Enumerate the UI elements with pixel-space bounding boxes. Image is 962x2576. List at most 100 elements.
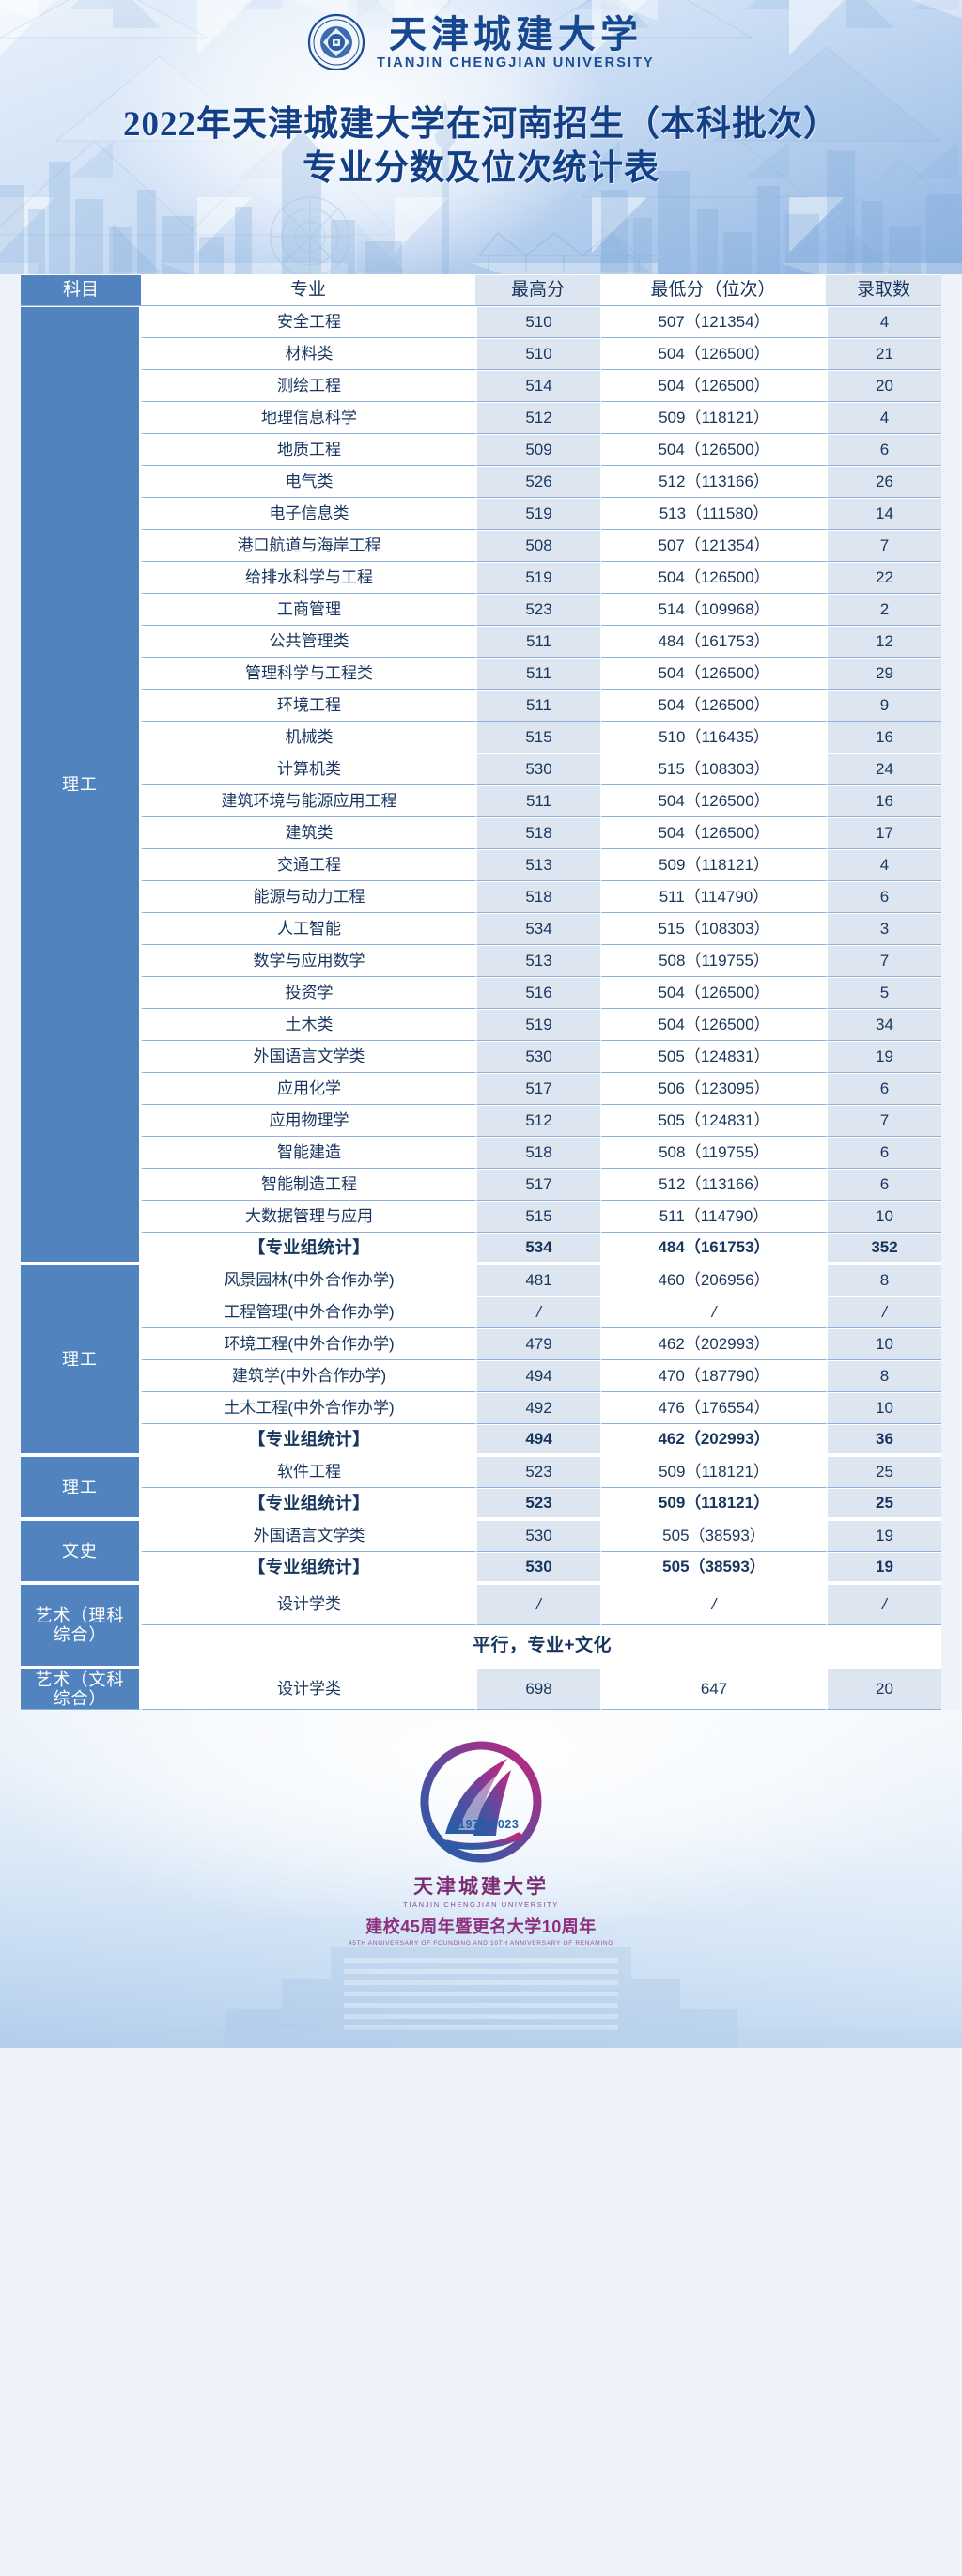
group-summary-row: 【专业组统计】 530 505（38593） 19 — [21, 1552, 941, 1584]
major-name: 人工智能 — [141, 913, 475, 945]
highest-score: 511 — [475, 626, 600, 658]
table-body: 理工 安全工程 510 507（121354） 4 材料类 510 504（126500） 21… — [21, 306, 941, 1710]
group-summary-row: 【专业组统计】 534 484（161753） 352 — [21, 1233, 941, 1265]
highest-score: 523 — [475, 594, 600, 626]
table-row: 环境工程(中外合作办学) 479 462（202993） 10 — [21, 1328, 941, 1360]
summary-admitted-count: 25 — [826, 1488, 941, 1520]
table-row: 艺术（文科 综合） 设计学类 698 647 20 — [21, 1668, 941, 1710]
highest-score: 530 — [475, 753, 600, 785]
highest-score: 511 — [475, 785, 600, 817]
table-row: 给排水科学与工程 519 504（126500） 22 — [21, 562, 941, 594]
admitted-count: 16 — [826, 722, 941, 753]
admission-score-table: 科目 专业 最高分 最低分（位次） 录取数 理工 安全工程 510 507（12135… — [21, 274, 941, 1710]
table-row: 材料类 510 504（126500） 21 — [21, 338, 941, 370]
highest-score: 517 — [475, 1169, 600, 1201]
major-name: 材料类 — [141, 338, 475, 370]
summary-label: 【专业组统计】 — [141, 1233, 475, 1265]
subject-cell: 理工 — [21, 1265, 141, 1456]
major-name: 风景园林(中外合作办学) — [141, 1265, 475, 1296]
major-name: 环境工程(中外合作办学) — [141, 1328, 475, 1360]
admitted-count: 21 — [826, 338, 941, 370]
summary-highest-score: 494 — [475, 1424, 600, 1456]
highest-score: 526 — [475, 466, 600, 498]
summary-lowest-score-rank: 505（38593） — [600, 1552, 826, 1584]
summary-label: 【专业组统计】 — [141, 1424, 475, 1456]
table-row: 智能建造 518 508（119755） 6 — [21, 1137, 941, 1169]
lowest-score-rank: 484（161753） — [600, 626, 826, 658]
highest-score: 481 — [475, 1265, 600, 1296]
major-name: 港口航道与海岸工程 — [141, 530, 475, 562]
highest-score: 511 — [475, 658, 600, 690]
subject-label-line2: 综合） — [53, 1689, 107, 1708]
table-row: 港口航道与海岸工程 508 507（121354） 7 — [21, 530, 941, 562]
major-name: 计算机类 — [141, 753, 475, 785]
major-name: 电子信息类 — [141, 498, 475, 530]
lowest-score-rank: 504（126500） — [600, 562, 826, 594]
admitted-count: 6 — [826, 434, 941, 466]
subject-label-line1: 艺术（文科 — [35, 1669, 125, 1689]
major-name: 交通工程 — [141, 849, 475, 881]
lowest-score-rank: 504（126500） — [600, 434, 826, 466]
summary-lowest-score-rank: 509（118121） — [600, 1488, 826, 1520]
campus-building-image — [0, 1888, 962, 2048]
table-row: 土木类 519 504（126500） 34 — [21, 1009, 941, 1041]
lowest-score-rank: 504（126500） — [600, 785, 826, 817]
table-head: 科目 专业 最高分 最低分（位次） 录取数 — [21, 274, 941, 306]
footer-slogan-cn: 建校45周年暨更名大学10周年 — [365, 1917, 597, 1936]
admitted-count: 7 — [826, 530, 941, 562]
highest-score: 523 — [475, 1456, 600, 1488]
highest-score: 519 — [475, 1009, 600, 1041]
admitted-count: / — [826, 1584, 941, 1625]
highest-score: 517 — [475, 1073, 600, 1105]
lowest-score-rank: 515（108303） — [600, 913, 826, 945]
table-row: 测绘工程 514 504（126500） 20 — [21, 370, 941, 402]
major-name: 环境工程 — [141, 690, 475, 722]
major-name: 外国语言文学类 — [141, 1041, 475, 1073]
lowest-score-rank: 505（124831） — [600, 1105, 826, 1137]
university-name-en: TIANJIN CHENGJIAN UNIVERSITY — [377, 55, 655, 71]
summary-label: 【专业组统计】 — [141, 1552, 475, 1584]
admitted-count: 22 — [826, 562, 941, 594]
admitted-count: 4 — [826, 849, 941, 881]
major-name: 地质工程 — [141, 434, 475, 466]
table-row: 投资学 516 504（126500） 5 — [21, 977, 941, 1009]
admitted-count: 2 — [826, 594, 941, 626]
table-row: 地质工程 509 504（126500） 6 — [21, 434, 941, 466]
major-name: 土木工程(中外合作办学) — [141, 1392, 475, 1424]
lowest-score-rank: 515（108303） — [600, 753, 826, 785]
admitted-count: 10 — [826, 1201, 941, 1233]
table-row: 计算机类 530 515（108303） 24 — [21, 753, 941, 785]
highest-score: 512 — [475, 402, 600, 434]
major-name: 安全工程 — [141, 306, 475, 338]
major-name: 机械类 — [141, 722, 475, 753]
table-row: 环境工程 511 504（126500） 9 — [21, 690, 941, 722]
admitted-count: 6 — [826, 1137, 941, 1169]
subject-cell: 文史 — [21, 1520, 141, 1584]
banner: 天津城建大学 TIANJIN CHENGJIAN UNIVERSITY 2022… — [0, 0, 962, 274]
major-name: 设计学类 — [141, 1668, 475, 1710]
table-row: 机械类 515 510（116435） 16 — [21, 722, 941, 753]
major-name: 软件工程 — [141, 1456, 475, 1488]
table-row: 智能制造工程 517 512（113166） 6 — [21, 1169, 941, 1201]
major-name: 大数据管理与应用 — [141, 1201, 475, 1233]
lowest-score-rank: 508（119755） — [600, 1137, 826, 1169]
page-title-line2: 专业分数及位次统计表 — [303, 148, 659, 188]
summary-lowest-score-rank: 462（202993） — [600, 1424, 826, 1456]
city-skyline-icon — [0, 96, 962, 274]
major-name: 设计学类 — [141, 1584, 475, 1625]
admitted-count: 14 — [826, 498, 941, 530]
admitted-count: 4 — [826, 402, 941, 434]
lowest-score-rank: 511（114790） — [600, 881, 826, 913]
footer-university-name-cn: 天津城建大学 — [413, 1875, 549, 1898]
major-name: 数学与应用数学 — [141, 945, 475, 977]
lowest-score-rank: 512（113166） — [600, 1169, 826, 1201]
lowest-score-rank: 509（118121） — [600, 402, 826, 434]
lowest-score-rank: 512（113166） — [600, 466, 826, 498]
admitted-count: 20 — [826, 1668, 941, 1710]
table-row: 电气类 526 512（113166） 26 — [21, 466, 941, 498]
subject-label-line2: 综合） — [53, 1625, 107, 1644]
admitted-count: 34 — [826, 1009, 941, 1041]
footer-slogan-en: 45TH ANNIVERSARY OF FOUNDING AND 10TH AN… — [348, 1940, 614, 1947]
table-row: 文史 外国语言文学类 530 505（38593） 19 — [21, 1520, 941, 1584]
table-row: 电子信息类 519 513（111580） 14 — [21, 498, 941, 530]
